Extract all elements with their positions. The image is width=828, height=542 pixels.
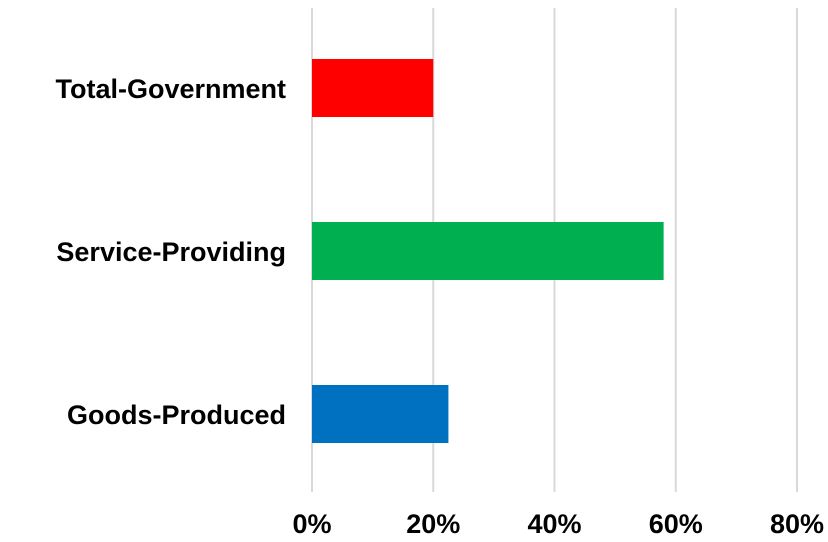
bars	[312, 59, 664, 443]
x-axis-tick-labels: 0% 20% 40% 60% 80%	[292, 509, 824, 539]
bar	[312, 59, 434, 117]
x-tick-label: 80%	[770, 509, 824, 539]
category-labels: Total-Government Service-Providing Goods-P…	[55, 74, 286, 430]
x-tick-label: 20%	[406, 509, 460, 539]
x-tick-label: 40%	[527, 509, 581, 539]
x-tick-label: 60%	[649, 509, 703, 539]
x-tick-label: 0%	[292, 509, 331, 539]
category-label: Service-Providing	[56, 237, 286, 267]
bar	[312, 222, 664, 280]
category-label: Total-Government	[55, 74, 286, 104]
bar	[312, 385, 449, 443]
category-label: Goods-Produced	[67, 400, 286, 430]
